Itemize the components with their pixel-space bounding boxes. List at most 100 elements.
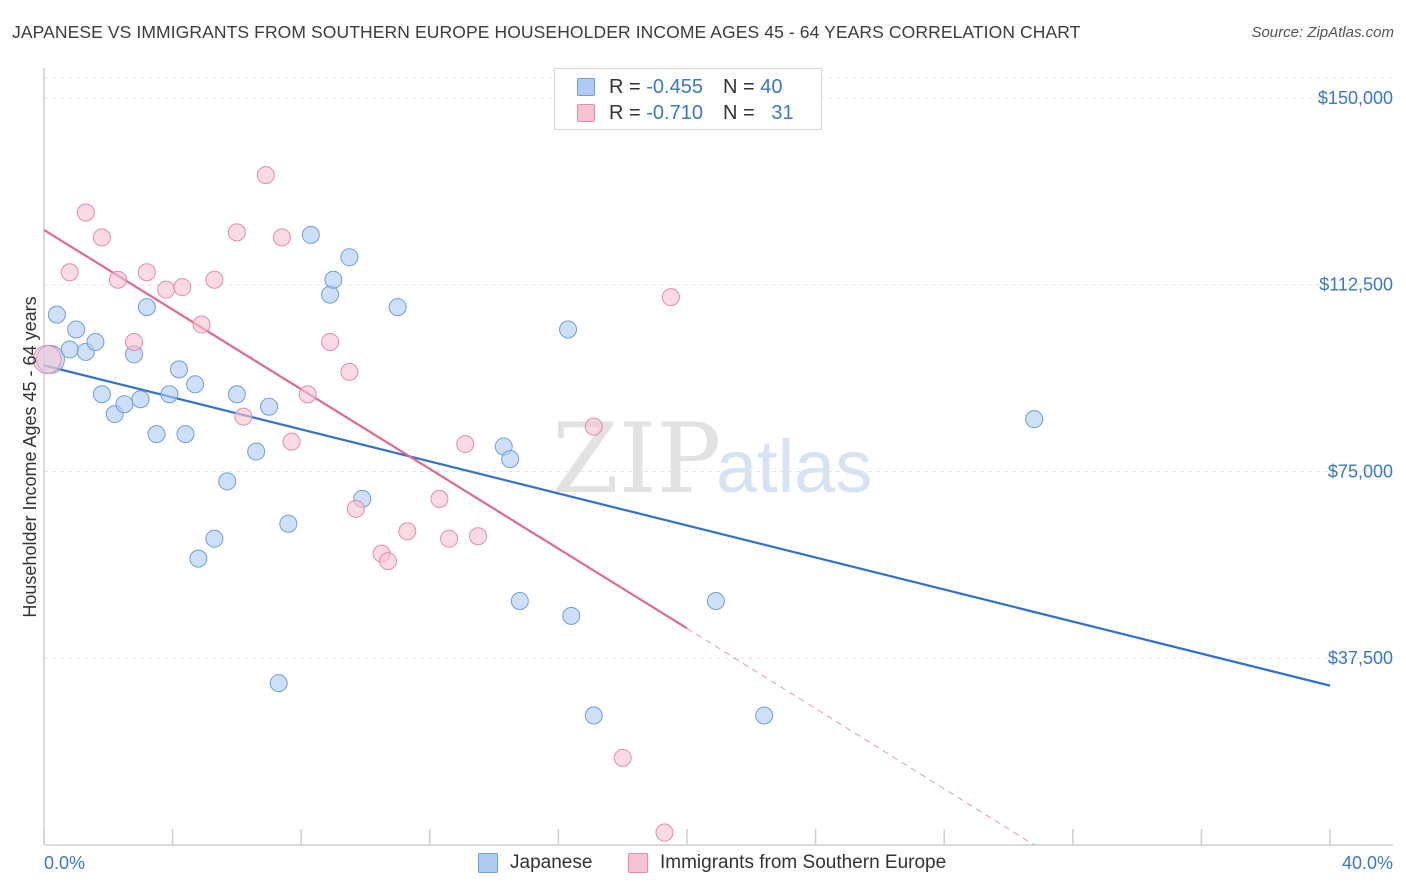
chart-title: JAPANESE VS IMMIGRANTS FROM SOUTHERN EUR…: [12, 22, 1081, 42]
legend-n-label: N =: [722, 75, 755, 98]
data-point-japanese: [247, 442, 266, 461]
y-tick-label: $37,500: [1328, 648, 1393, 668]
trend-line-1: [43, 228, 688, 630]
data-point-japanese: [147, 425, 166, 444]
legend-row-japanese: R = -0.455 N = 40: [577, 74, 782, 100]
data-point-southern-europe: [655, 823, 674, 842]
data-point-southern-europe: [430, 489, 449, 508]
legend-r-value: -0.455: [646, 75, 703, 98]
data-point-japanese: [227, 385, 246, 404]
data-point-japanese: [279, 514, 298, 533]
data-point-japanese: [324, 270, 343, 289]
trend-line-0: [43, 364, 1331, 687]
data-point-japanese: [115, 395, 134, 414]
data-point-japanese: [584, 706, 603, 725]
data-point-japanese: [562, 606, 581, 625]
data-point-japanese: [218, 472, 237, 491]
legend-n-label: N =: [722, 101, 755, 124]
data-point-japanese: [86, 332, 105, 351]
data-point-japanese: [501, 450, 520, 469]
data-point-japanese: [301, 225, 320, 244]
data-point-japanese: [60, 340, 79, 359]
data-point-japanese: [205, 529, 224, 548]
chart-source: Source: ZipAtlas.com: [1251, 24, 1394, 41]
data-point-japanese: [388, 298, 407, 317]
legend-r-label: R =: [609, 101, 641, 124]
data-point-southern-europe: [298, 385, 317, 404]
data-point-japanese: [269, 674, 288, 693]
data-point-southern-europe: [125, 332, 144, 351]
axes: [43, 68, 1393, 846]
legend-r-label: R =: [609, 75, 641, 98]
data-point-southern-europe: [440, 529, 459, 548]
data-point-southern-europe: [469, 527, 488, 546]
legend-swatch-southern-europe: [628, 853, 648, 873]
data-point-southern-europe: [340, 362, 359, 381]
data-point-southern-europe: [92, 228, 111, 247]
data-point-japanese: [706, 591, 725, 610]
correlation-legend: R = -0.455 N = 40 R = -0.710 N = 31: [554, 68, 822, 130]
legend-r-value: -0.710: [646, 101, 703, 124]
y-axis-label: Householder Income Ages 45 - 64 years: [20, 296, 40, 617]
series-legend: Japanese Immigrants from Southern Europe: [0, 852, 1406, 878]
data-points: [32, 166, 1044, 842]
data-point-japanese: [260, 397, 279, 416]
y-tick-label: $75,000: [1328, 461, 1393, 481]
legend-item-japanese: Japanese: [478, 852, 592, 874]
y-tick-labels: $37,500 $75,000 $112,500 $150,000: [1318, 88, 1393, 668]
data-point-southern-europe: [76, 203, 95, 222]
legend-swatch-southern-europe: [577, 104, 595, 122]
data-point-southern-europe: [205, 270, 224, 289]
data-point-southern-europe: [613, 748, 632, 767]
data-point-southern-europe: [321, 332, 340, 351]
x-tick-label: 0.0%: [44, 853, 85, 873]
data-point-japanese: [1025, 410, 1044, 429]
data-point-japanese: [47, 305, 66, 324]
data-point-southern-europe: [173, 278, 192, 297]
legend-swatch-japanese: [577, 78, 595, 96]
legend-n-value: 40: [760, 75, 783, 98]
data-point-japanese: [340, 248, 359, 267]
data-point-southern-europe: [32, 344, 62, 374]
data-point-southern-europe: [398, 522, 417, 541]
data-point-southern-europe: [282, 432, 301, 451]
data-point-japanese: [170, 360, 189, 379]
y-tick-label: $112,500: [1319, 275, 1393, 295]
data-point-southern-europe: [60, 263, 79, 282]
legend-item-southern-europe: Immigrants from Southern Europe: [628, 852, 946, 874]
watermark-atlas: atlas: [716, 425, 872, 508]
data-point-southern-europe: [157, 280, 176, 299]
data-point-southern-europe: [192, 315, 211, 334]
data-point-southern-europe: [256, 166, 275, 185]
data-point-southern-europe: [346, 499, 365, 518]
data-point-japanese: [559, 320, 578, 339]
data-point-southern-europe: [661, 288, 680, 307]
data-point-japanese: [186, 375, 205, 394]
trend-line-extension: [686, 627, 1035, 846]
data-point-southern-europe: [137, 263, 156, 282]
data-point-japanese: [67, 320, 86, 339]
data-point-japanese: [131, 390, 150, 409]
data-point-japanese: [160, 385, 179, 404]
legend-label-japanese: Japanese: [510, 852, 593, 873]
data-point-japanese: [755, 706, 774, 725]
data-point-japanese: [137, 298, 156, 317]
data-point-southern-europe: [227, 223, 246, 242]
data-point-japanese: [321, 285, 340, 304]
data-point-southern-europe: [272, 228, 291, 247]
data-point-southern-europe: [379, 552, 398, 571]
data-point-southern-europe: [584, 417, 603, 436]
grid-lines: [44, 77, 1393, 659]
watermark-zip: ZIP: [552, 403, 721, 515]
legend-row-southern-europe: R = -0.710 N = 31: [577, 100, 794, 126]
data-point-japanese: [510, 591, 529, 610]
legend-swatch-japanese: [478, 853, 498, 873]
legend-label-southern-europe: Immigrants from Southern Europe: [660, 852, 947, 873]
data-point-japanese: [92, 385, 111, 404]
data-point-southern-europe: [234, 407, 253, 426]
trend-lines: [43, 228, 1331, 846]
y-tick-label: $150,000: [1318, 88, 1393, 108]
data-point-southern-europe: [108, 270, 127, 289]
data-point-japanese: [176, 425, 195, 444]
